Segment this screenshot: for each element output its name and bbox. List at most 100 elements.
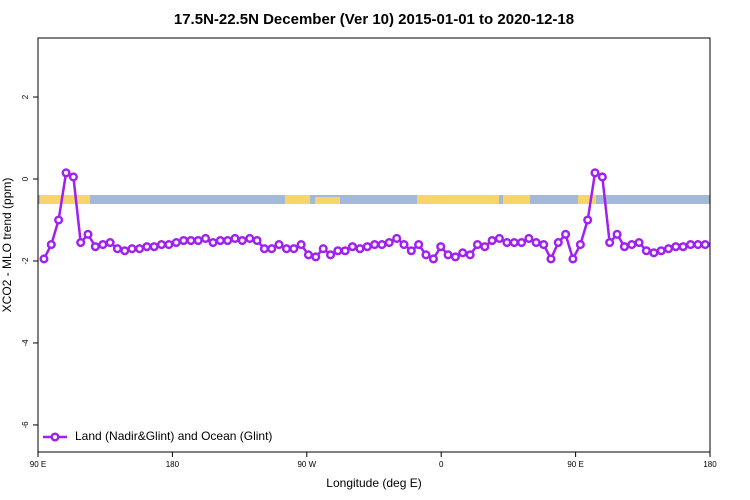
y-tick-label: 2 [21,94,30,99]
point [627,240,637,250]
x-axis-label: Longitude (deg E) [326,476,421,490]
point [142,242,152,252]
point [370,240,380,250]
point [223,235,233,246]
point [612,229,622,239]
point [267,244,277,254]
point [487,235,497,246]
point [112,244,122,254]
point [663,244,674,254]
point [590,168,600,178]
x-tick-label: 90 W [297,460,316,469]
point [597,172,607,182]
y-tick-label: -6 [21,421,30,429]
point [553,237,563,248]
point [516,237,527,248]
point [208,237,218,248]
point [384,237,394,248]
point [465,250,475,260]
point [443,250,453,260]
point [230,233,240,243]
point [406,246,416,256]
point [311,252,321,262]
chart-title: 17.5N-22.5N December (Ver 10) 2015-01-01… [174,11,574,28]
point [179,235,189,246]
y-tick-label: -2 [21,257,30,265]
land-ocean-strip [38,195,710,204]
point [575,240,585,250]
point [149,242,159,252]
point [494,233,504,243]
point [671,242,681,252]
point [605,237,615,248]
legend: Land (Nadir&Glint) and Ocean (Glint) [43,429,272,443]
legend-marker [50,432,60,442]
point [296,240,306,250]
point [568,254,578,264]
point [105,237,115,248]
point [414,240,424,250]
x-tick-label: 180 [166,460,180,469]
point [458,248,468,258]
ocean-band [38,195,710,204]
point [421,250,431,260]
point [392,233,402,243]
point [171,237,181,248]
point [245,233,255,243]
point [193,235,203,246]
point [656,246,666,256]
point [561,229,571,239]
x-tick-label: 180 [703,460,717,469]
point [90,242,100,252]
x-tick-label: 90 E [30,460,46,469]
point [289,244,299,254]
point [399,240,409,250]
point [120,246,130,256]
point [480,242,490,252]
point [428,254,438,264]
x-tick-label: 0 [439,460,444,469]
point [252,235,262,246]
y-tick-label: 0 [21,176,30,181]
point [686,240,696,250]
point [68,172,78,182]
point [362,242,372,252]
point [678,242,688,252]
point [340,246,350,256]
point [164,240,174,250]
point [355,244,365,254]
point [274,240,284,250]
point [201,233,211,243]
point [318,244,328,254]
point [531,237,541,248]
land-patch [285,195,310,204]
point [303,250,313,260]
point [156,240,167,250]
point [127,244,137,254]
point [39,254,49,264]
point [693,240,703,250]
point [700,240,710,250]
y-axis-label: XCO2 - MLO trend (ppm) [0,178,14,313]
point [347,242,358,252]
point [54,215,64,225]
point [46,240,56,250]
point [583,215,593,225]
land-patch [503,195,530,204]
point [259,244,269,254]
point [333,246,343,256]
point [450,252,460,262]
point [237,235,247,246]
land-patch [417,195,499,204]
point [502,237,512,248]
point [524,233,534,243]
land-patch [315,197,340,204]
land-patch [578,195,596,204]
point [436,242,446,252]
point [472,240,483,250]
point [649,248,659,258]
legend-label: Land (Nadir&Glint) and Ocean (Glint) [75,429,272,443]
point [76,237,86,248]
point [83,229,93,239]
